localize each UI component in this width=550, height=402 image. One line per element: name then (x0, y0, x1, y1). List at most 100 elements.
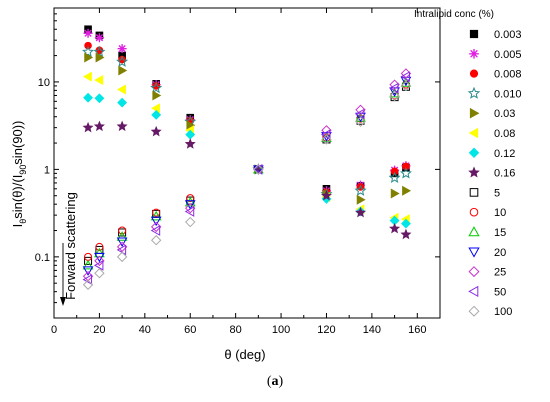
data-point (399, 167, 412, 179)
legend-marker (468, 305, 480, 317)
data-point (118, 226, 127, 235)
series-0.16 (82, 120, 412, 240)
data-point (83, 28, 93, 38)
data-point (94, 268, 105, 279)
data-point (184, 206, 195, 217)
y-axis-label-part: θ (18, 219, 28, 224)
data-point (82, 266, 94, 276)
data-point (93, 45, 106, 58)
data-point (184, 200, 196, 210)
data-point (390, 167, 399, 176)
legend-marker (468, 247, 480, 258)
data-point (320, 189, 332, 201)
series-100 (82, 80, 412, 290)
data-point (150, 81, 163, 94)
y-tick-label: 10 (38, 77, 50, 89)
y-axis-label-part: sin(θ)/(I (10, 175, 25, 219)
series-0.010 (82, 45, 412, 200)
data-point (150, 221, 162, 233)
legend-marker (469, 69, 479, 78)
data-point (320, 129, 331, 140)
data-point (82, 121, 94, 133)
y-tick-label: 0.1 (35, 252, 50, 264)
y-axis-label: Iθsin(θ)/(I90sin(90)) (10, 121, 28, 228)
forward-scattering-arrowhead (60, 297, 66, 306)
data-point (94, 255, 105, 267)
legend-label: 5 (494, 187, 500, 199)
data-point (355, 116, 366, 128)
legend-marker (469, 49, 479, 59)
series-5 (84, 82, 410, 265)
data-point (184, 196, 196, 207)
data-point (151, 109, 162, 120)
data-point (94, 252, 105, 263)
series-10 (84, 80, 410, 261)
data-point (389, 222, 401, 234)
data-point (321, 134, 332, 145)
data-point (84, 256, 93, 265)
legend-label: 15 (494, 227, 506, 239)
data-point (82, 71, 92, 82)
x-tick-label: 60 (184, 324, 196, 336)
data-point (390, 188, 400, 199)
data-point (82, 274, 93, 285)
caption-label: a (271, 374, 279, 389)
series-0.003 (84, 25, 410, 193)
legend-marker (468, 266, 480, 278)
x-tick-label: 160 (408, 324, 426, 336)
data-point (117, 97, 128, 108)
legend-marker (468, 127, 479, 139)
data-point (400, 228, 412, 240)
legend-label: 10 (494, 207, 506, 219)
x-tick-label: 20 (93, 324, 105, 336)
data-point (402, 185, 412, 196)
series-20 (82, 76, 412, 276)
data-point (83, 92, 93, 103)
legend-marker (468, 285, 479, 298)
forward-scattering-annotation: Forward scattering (63, 192, 78, 300)
data-point (252, 164, 263, 175)
data-point (184, 138, 196, 149)
legend-label: 20 (494, 247, 506, 259)
x-tick-label: 140 (363, 324, 381, 336)
legend-marker (467, 86, 481, 99)
legend-label: 0.005 (494, 49, 522, 61)
data-point (116, 231, 128, 241)
figure-caption: (a) (0, 374, 550, 390)
x-tick-label: 40 (139, 324, 151, 336)
data-point (84, 52, 94, 63)
x-tick-label: 80 (230, 324, 242, 336)
legend-marker (468, 147, 480, 159)
legend-marker (469, 107, 480, 119)
data-point (185, 216, 196, 228)
legend-label: 100 (494, 306, 512, 318)
data-point (94, 33, 104, 43)
data-point (150, 210, 162, 221)
data-point (118, 228, 127, 237)
data-point (355, 104, 366, 116)
data-point (252, 165, 264, 175)
legend-label: 25 (494, 267, 506, 279)
legend-label: 0.08 (494, 128, 515, 140)
series-25 (82, 68, 412, 282)
plot-area (53, 7, 441, 319)
data-point (82, 259, 94, 270)
data-point (82, 279, 94, 290)
legend-label: 0.03 (494, 108, 515, 120)
data-point (388, 171, 401, 183)
data-point (389, 82, 399, 94)
data-point (84, 41, 92, 50)
data-point (389, 79, 400, 90)
data-point (94, 75, 104, 86)
series-0.005 (83, 28, 411, 196)
x-axis-label: θ (deg) (224, 347, 265, 362)
legend-marker (469, 207, 479, 217)
data-point (400, 80, 412, 92)
data-point (84, 252, 93, 261)
legend-label: 0.003 (494, 29, 522, 41)
legend-marker (469, 188, 479, 197)
y-axis-label-part: I (10, 224, 25, 228)
data-point (253, 164, 264, 175)
data-point (150, 125, 162, 137)
